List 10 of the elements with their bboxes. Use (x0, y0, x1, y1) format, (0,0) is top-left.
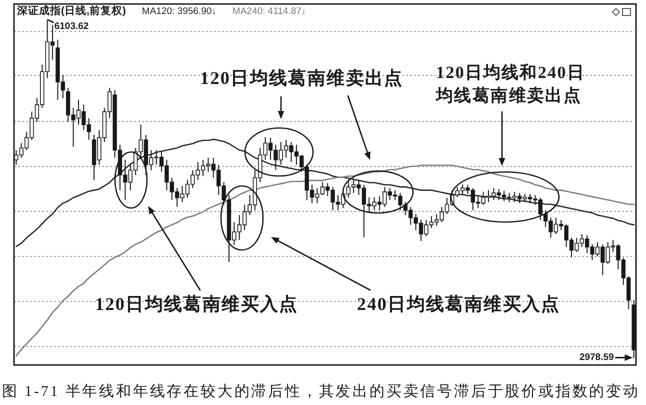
annotation: 6103.62 (54, 20, 89, 32)
text: MA120: 3956.90↓ (142, 6, 216, 18)
caption: 图 1-71 半年线和年线存在较大的滞后性，其发出的买卖信号滞后于股价或指数的变动 (2, 383, 640, 402)
annotation: 2978.59 (579, 352, 614, 364)
annotation: 240日均线葛南维买入点 (357, 293, 560, 315)
chart-title: 深证成指(日线,前复权) (17, 5, 126, 17)
annotation: 120日均线葛南维卖出点 (200, 67, 404, 89)
annotation: 120日均线葛南维买入点 (95, 293, 298, 315)
text: MA240: 4114.87↓ (232, 6, 306, 18)
annotation: 120日均线和240日均线葛南维卖出点 (436, 62, 586, 107)
